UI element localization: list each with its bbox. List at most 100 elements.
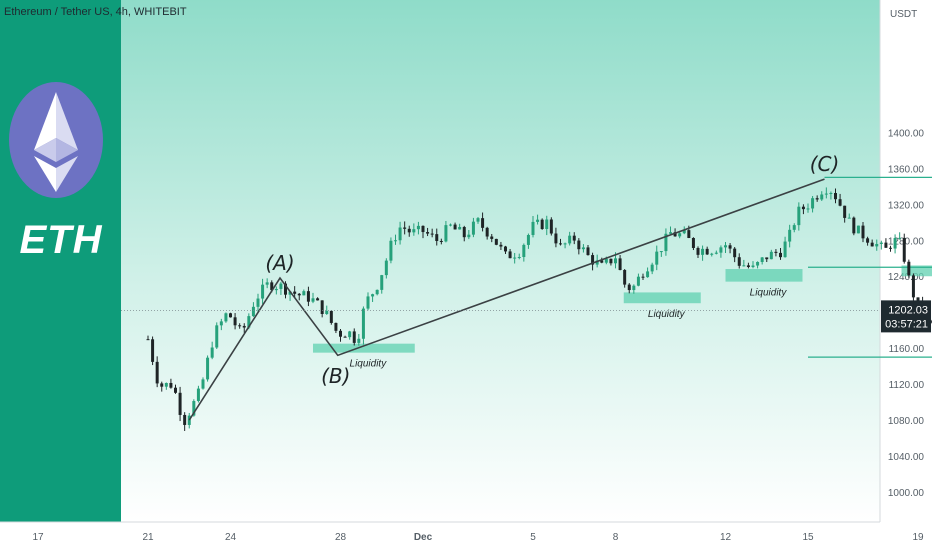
- candle-body: [742, 265, 745, 266]
- candle-body: [307, 291, 310, 302]
- candle-body: [784, 242, 787, 258]
- candle-body: [417, 226, 420, 229]
- candle-body: [532, 222, 535, 235]
- candle-body: [490, 237, 493, 239]
- candle-body: [770, 252, 773, 259]
- x-tick-label: 5: [530, 532, 536, 543]
- candle-body: [316, 298, 319, 300]
- y-tick-label: 1400.00: [888, 128, 925, 139]
- candle-body: [614, 258, 617, 263]
- liquidity-zone: [726, 269, 803, 282]
- candle-body: [573, 236, 576, 241]
- x-tick-label: 12: [720, 532, 732, 543]
- candle-body: [577, 241, 580, 250]
- candle-body: [367, 296, 370, 308]
- candle-body: [880, 243, 883, 244]
- candle-body: [692, 238, 695, 248]
- candle-body: [825, 194, 828, 195]
- candle-body: [403, 228, 406, 229]
- candle-body: [321, 300, 324, 314]
- logo-text: ETH: [6, 218, 116, 263]
- candle-body: [655, 252, 658, 265]
- candle-body: [807, 208, 810, 209]
- candle-body: [353, 331, 356, 342]
- candle-body: [312, 298, 315, 301]
- countdown-label: 03:57:21: [885, 318, 928, 330]
- candle-body: [357, 339, 360, 343]
- candle-body: [871, 243, 874, 247]
- x-tick-label: 28: [335, 532, 347, 543]
- candle-body: [642, 277, 645, 278]
- candle-body: [834, 193, 837, 199]
- candle-body: [779, 253, 782, 257]
- candle-body: [293, 292, 296, 294]
- candle-body: [843, 206, 846, 218]
- candle-body: [399, 228, 402, 241]
- candle-body: [623, 270, 626, 285]
- candle-body: [522, 245, 525, 257]
- candle-body: [852, 218, 855, 234]
- liquidity-zone: [624, 292, 701, 303]
- candle-body: [738, 257, 741, 266]
- candle-body: [408, 229, 411, 233]
- liquidity-label: Liquidity: [750, 288, 788, 299]
- candle-body: [797, 207, 800, 225]
- candle-body: [646, 271, 649, 277]
- candle-body: [866, 238, 869, 242]
- y-tick-label: 1000.00: [888, 488, 925, 499]
- candle-body: [165, 383, 168, 387]
- candle-body: [669, 232, 672, 234]
- candle-body: [619, 258, 622, 270]
- candle-body: [513, 258, 516, 259]
- candle-body: [774, 252, 777, 253]
- candle-body: [467, 235, 470, 238]
- candle-body: [729, 245, 732, 248]
- chart-title: Ethereum / Tether US, 4h, WHITEBIT: [4, 6, 187, 18]
- candle-body: [568, 236, 571, 244]
- time-axis[interactable]: [0, 522, 880, 550]
- candle-body: [907, 262, 910, 276]
- candle-body: [761, 257, 764, 262]
- x-tick-label: 15: [802, 532, 814, 543]
- candle-body: [234, 317, 237, 325]
- candle-body: [458, 227, 461, 229]
- candle-body: [334, 323, 337, 331]
- x-tick-label: 19: [912, 532, 924, 543]
- candle-body: [394, 240, 397, 241]
- candle-body: [559, 243, 562, 244]
- candle-body: [609, 259, 612, 264]
- x-tick-label: 17: [32, 532, 44, 543]
- y-tick-label: 1320.00: [888, 200, 925, 211]
- candle-body: [687, 230, 690, 238]
- candle-body: [628, 285, 631, 290]
- candle-body: [912, 275, 915, 297]
- candle-body: [582, 247, 585, 249]
- y-tick-label: 1360.00: [888, 164, 925, 175]
- candle-body: [802, 207, 805, 209]
- candle-body: [495, 239, 498, 245]
- candle-body: [183, 415, 186, 425]
- candle-body: [362, 309, 365, 339]
- candle-body: [839, 199, 842, 206]
- candle-body: [719, 247, 722, 252]
- candle-body: [426, 232, 429, 234]
- candle-body: [862, 226, 865, 239]
- candle-body: [376, 290, 379, 294]
- candle-body: [504, 247, 507, 252]
- candle-body: [752, 266, 755, 267]
- candle-body: [678, 233, 681, 236]
- candle-body: [211, 348, 214, 358]
- candle-body: [279, 284, 282, 289]
- candle-body: [261, 285, 264, 299]
- candle-body: [472, 222, 475, 235]
- candle-body: [536, 220, 539, 222]
- wave-label: (B): [321, 364, 350, 388]
- y-tick-label: 1280.00: [888, 236, 925, 247]
- current-price-label: 1202.03: [888, 304, 928, 316]
- x-tick-label: 24: [225, 532, 237, 543]
- candle-body: [389, 241, 392, 261]
- candle-body: [747, 265, 750, 267]
- y-tick-label: 1040.00: [888, 452, 925, 463]
